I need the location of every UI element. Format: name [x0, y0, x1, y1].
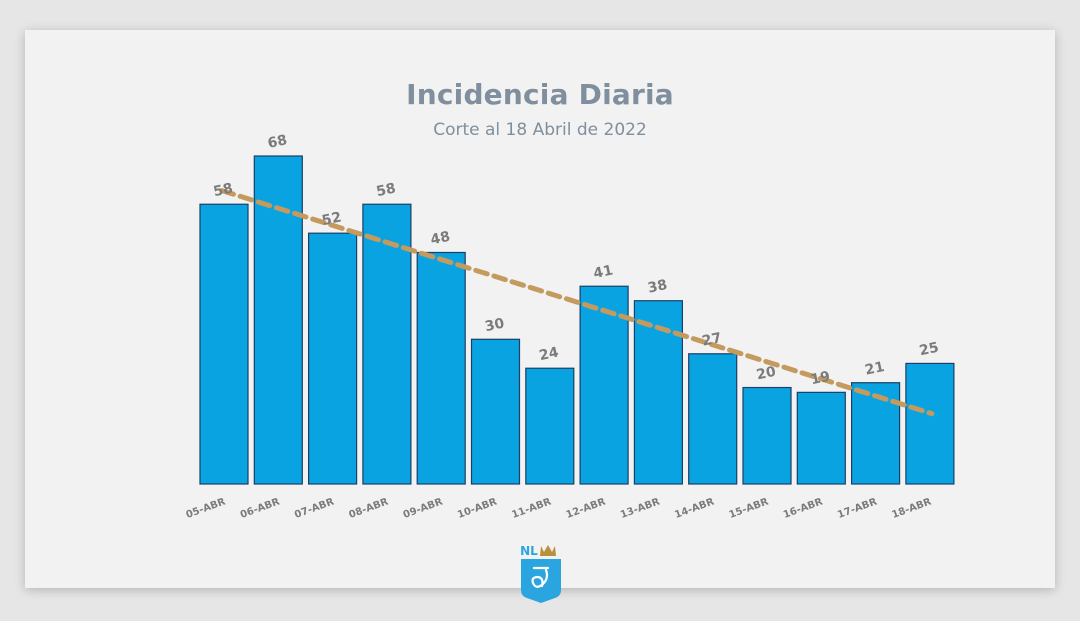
chart-title: Incidencia Diaria: [406, 78, 674, 111]
nuevo-leon-shield-icon: [521, 559, 561, 603]
x-tick-05-ABR: 05-ABR: [185, 496, 228, 521]
nuevo-leon-logo: NL: [520, 544, 561, 603]
bar-05-ABR: [199, 203, 249, 485]
trendline: [219, 188, 935, 417]
bar-10-ABR: [470, 338, 521, 485]
bar-08-ABR: [362, 203, 412, 485]
value-label-08-ABR: 58: [375, 180, 397, 200]
bar-14-ABR: [688, 353, 738, 485]
bar-16-ABR: [796, 391, 846, 485]
bar-18-ABR: [905, 362, 955, 485]
x-tick-12-ABR: 12-ABR: [565, 496, 608, 521]
value-label-14-ABR: 27: [701, 330, 723, 350]
x-tick-13-ABR: 13-ABR: [619, 496, 662, 521]
x-tick-10-ABR: 10-ABR: [456, 496, 499, 521]
chart-card: Incidencia Diaria Corte al 18 Abril de 2…: [25, 30, 1055, 588]
x-tick-15-ABR: 15-ABR: [728, 496, 771, 521]
bar-09-ABR: [416, 251, 466, 485]
bar-12-ABR: [579, 285, 629, 485]
x-tick-18-ABR: 18-ABR: [891, 496, 934, 521]
x-tick-09-ABR: 09-ABR: [402, 496, 445, 521]
value-label-06-ABR: 68: [266, 132, 288, 152]
crown-icon: [540, 545, 556, 556]
value-label-11-ABR: 24: [538, 344, 561, 364]
value-label-15-ABR: 20: [755, 364, 778, 384]
logo-text: NL: [520, 544, 538, 558]
value-label-12-ABR: 41: [592, 262, 614, 282]
shield-emblem-icon: [531, 566, 550, 588]
x-tick-07-ABR: 07-ABR: [293, 496, 336, 521]
bar-07-ABR: [308, 232, 358, 485]
x-tick-16-ABR: 16-ABR: [782, 496, 825, 521]
x-tick-11-ABR: 11-ABR: [510, 496, 553, 521]
value-label-18-ABR: 25: [918, 340, 940, 360]
chart-subtitle: Corte al 18 Abril de 2022: [433, 120, 647, 140]
x-tick-17-ABR: 17-ABR: [836, 496, 879, 521]
bar-11-ABR: [525, 367, 575, 485]
x-tick-14-ABR: 14-ABR: [673, 496, 716, 521]
value-label-16-ABR: 19: [809, 369, 831, 389]
value-label-10-ABR: 30: [483, 315, 506, 335]
value-label-05-ABR: 58: [212, 180, 234, 200]
value-label-17-ABR: 21: [864, 359, 886, 379]
bar-15-ABR: [742, 386, 792, 485]
value-label-13-ABR: 38: [646, 277, 668, 297]
value-label-09-ABR: 48: [429, 229, 451, 249]
x-tick-08-ABR: 08-ABR: [348, 496, 391, 521]
x-tick-06-ABR: 06-ABR: [239, 496, 282, 521]
value-label-07-ABR: 52: [321, 209, 343, 229]
